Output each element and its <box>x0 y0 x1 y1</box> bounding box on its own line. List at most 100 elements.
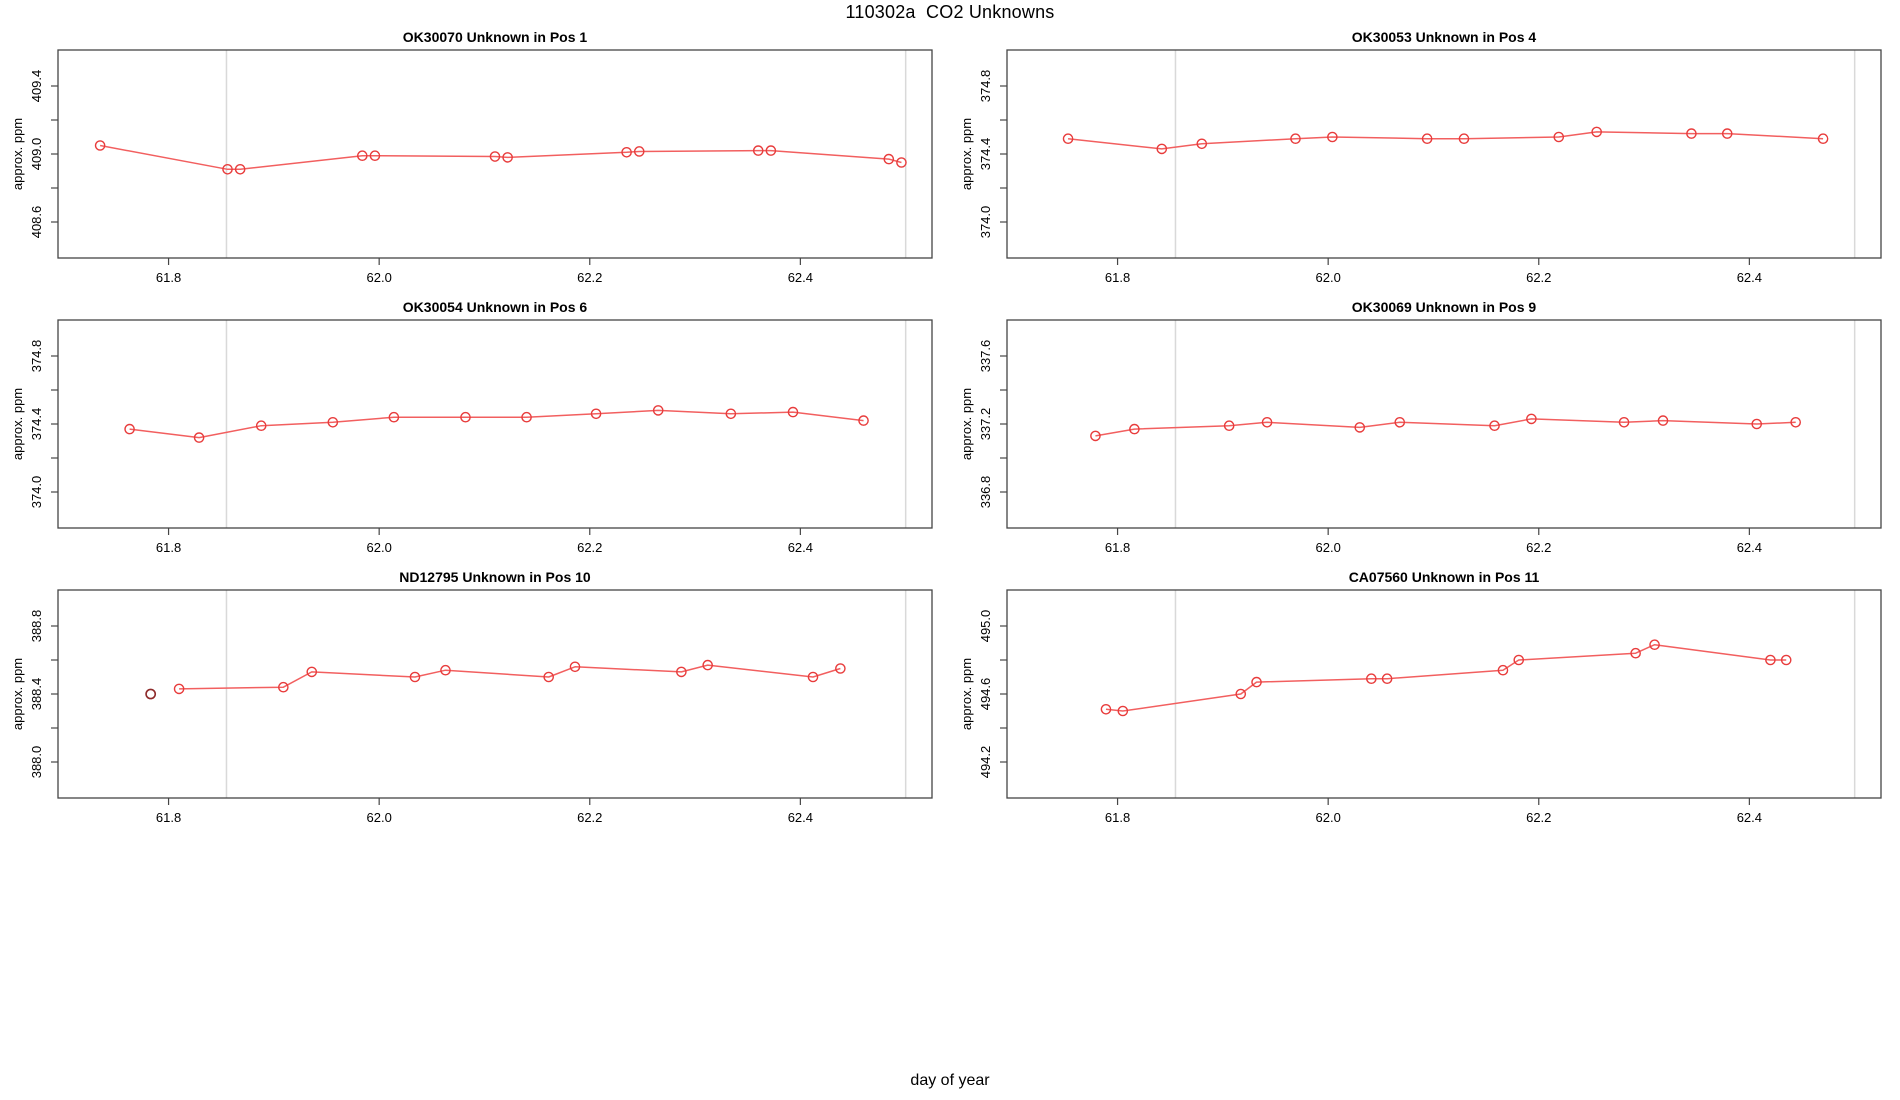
x-tick-label: 62.4 <box>1737 270 1762 285</box>
data-point <box>652 405 664 416</box>
x-tick-label: 62.0 <box>1316 540 1341 555</box>
data-point <box>1223 420 1235 432</box>
x-tick-label: 62.0 <box>367 270 392 285</box>
data-line <box>179 664 841 690</box>
y-axis-label: approx. ppm <box>959 658 974 730</box>
data-point <box>883 153 895 165</box>
data-point <box>1458 133 1470 144</box>
y-tick-label: 374.8 <box>29 340 44 373</box>
y-tick-label: 374.0 <box>978 206 993 239</box>
x-tick-label: 62.4 <box>788 270 813 285</box>
y-tick-label: 409.4 <box>29 70 44 103</box>
data-point <box>1100 704 1112 715</box>
data-line <box>1067 131 1824 150</box>
x-tick-label: 62.0 <box>367 810 392 825</box>
panel-title: OK30069 Unknown in Pos 9 <box>1352 299 1537 315</box>
y-axis-label: approx. ppm <box>10 388 25 460</box>
x-tick-label: 62.2 <box>1526 540 1551 555</box>
data-point <box>569 661 581 673</box>
x-tick-label: 62.0 <box>1316 810 1341 825</box>
y-tick-label: 409.0 <box>29 138 44 171</box>
data-point <box>1354 422 1366 433</box>
figure-title: 110302a CO2 Unknowns <box>845 2 1055 22</box>
data-point <box>1526 413 1537 425</box>
data-point <box>357 150 368 161</box>
y-tick-label: 388.0 <box>29 746 44 779</box>
data-point <box>1780 654 1792 666</box>
x-tick-label: 62.4 <box>1737 540 1762 555</box>
data-point <box>1117 705 1129 717</box>
data-point <box>278 681 289 693</box>
data-point <box>1327 131 1338 143</box>
data-point <box>502 152 513 163</box>
isolated-data-point <box>145 688 157 700</box>
y-tick-label: 388.8 <box>29 610 44 643</box>
y-tick-label: 374.8 <box>978 70 993 103</box>
data-point <box>1251 676 1262 688</box>
y-tick-label: 494.6 <box>978 678 993 711</box>
data-point <box>1765 654 1776 666</box>
data-point <box>1196 138 1208 150</box>
data-point <box>621 146 632 158</box>
data-point <box>173 683 185 695</box>
x-tick-label: 62.2 <box>577 270 602 285</box>
y-axis-label: approx. ppm <box>10 658 25 730</box>
data-point <box>1156 143 1168 155</box>
y-tick-label: 374.4 <box>978 138 993 171</box>
data-point <box>787 406 799 418</box>
y-tick-label: 337.6 <box>978 340 993 373</box>
data-point <box>1649 639 1660 651</box>
data-point <box>1790 416 1801 428</box>
data-point <box>1657 415 1669 426</box>
data-line <box>1095 418 1796 437</box>
data-point <box>222 163 233 175</box>
data-line <box>99 144 902 171</box>
plot-box <box>57 589 933 799</box>
y-tick-label: 337.2 <box>978 408 993 441</box>
data-point <box>327 416 339 428</box>
data-point <box>835 663 846 674</box>
y-tick-label: 388.4 <box>29 678 44 711</box>
x-tick-label: 62.2 <box>1526 810 1551 825</box>
y-tick-label: 494.2 <box>978 746 993 779</box>
data-point <box>1751 418 1763 430</box>
x-axis-outer-label: day of year <box>910 1072 990 1089</box>
x-tick-label: 61.8 <box>156 540 181 555</box>
data-point <box>1497 664 1509 676</box>
data-point <box>543 671 554 683</box>
x-tick-label: 62.0 <box>367 540 392 555</box>
data-line <box>1105 643 1787 712</box>
plot-box <box>57 49 933 259</box>
data-point <box>676 666 687 678</box>
panel-title: OK30053 Unknown in Pos 4 <box>1352 29 1537 45</box>
data-point <box>489 151 501 162</box>
data-point <box>369 150 381 161</box>
y-axis-label: approx. ppm <box>959 118 974 190</box>
data-point <box>94 140 106 151</box>
panel-title: OK30070 Unknown in Pos 1 <box>403 29 588 45</box>
data-point <box>1817 133 1829 144</box>
data-point <box>409 671 421 683</box>
data-point <box>1553 131 1565 143</box>
x-tick-label: 61.8 <box>1105 540 1130 555</box>
data-point <box>725 408 737 420</box>
y-tick-label: 374.4 <box>29 408 44 441</box>
data-point <box>1366 673 1377 685</box>
x-tick-label: 62.2 <box>577 810 602 825</box>
data-line <box>129 409 864 439</box>
data-point <box>460 411 471 423</box>
data-point <box>590 408 602 420</box>
data-point <box>440 664 451 676</box>
data-point <box>1630 647 1641 659</box>
x-tick-label: 62.2 <box>1526 270 1551 285</box>
x-tick-label: 62.0 <box>1316 270 1341 285</box>
x-tick-label: 61.8 <box>156 810 181 825</box>
data-point <box>858 415 869 426</box>
x-tick-label: 62.4 <box>1737 810 1762 825</box>
y-tick-label: 374.0 <box>29 476 44 509</box>
x-tick-label: 61.8 <box>156 270 181 285</box>
data-point <box>1721 128 1733 139</box>
y-tick-label: 408.6 <box>29 206 44 239</box>
plot-box <box>1006 589 1882 799</box>
